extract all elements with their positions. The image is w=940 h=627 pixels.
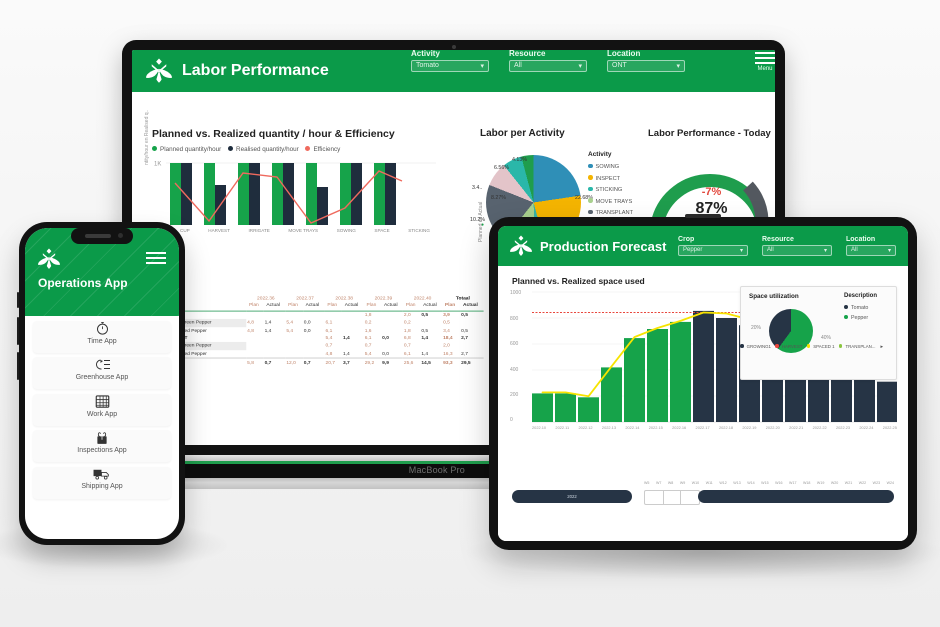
svg-text:1K: 1K [154, 162, 161, 168]
